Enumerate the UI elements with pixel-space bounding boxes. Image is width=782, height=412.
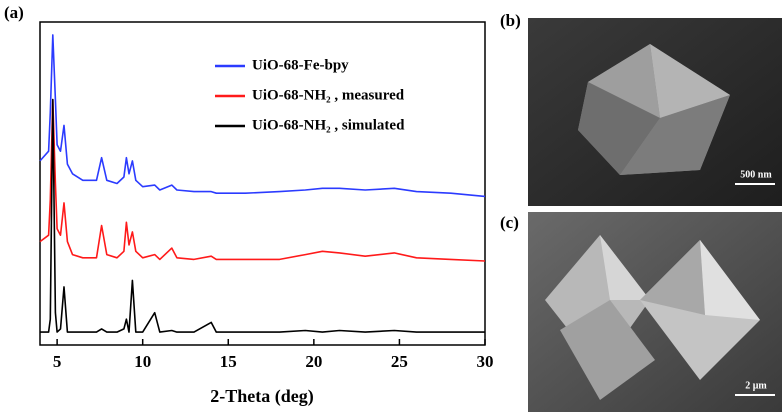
x-tick-label: 5 bbox=[53, 352, 62, 371]
legend-label: UiO-68-Fe-bpy bbox=[252, 57, 349, 73]
legend-label: UiO-68-NH₂ , measured bbox=[252, 87, 405, 103]
panel-label: (a) bbox=[4, 3, 24, 22]
x-tick-label: 20 bbox=[305, 352, 322, 371]
x-tick-label: 15 bbox=[220, 352, 237, 371]
x-tick-label: 30 bbox=[477, 352, 494, 371]
sem-image bbox=[528, 212, 782, 412]
scale-bar-label: 500 nm bbox=[740, 169, 772, 180]
plot-area: 5 10 15 20 25 30 UiO-68-Fe-bpy UiO-68-NH₂ , mea… bbox=[40, 35, 494, 371]
panel-label: (b) bbox=[500, 11, 521, 30]
x-axis-title: 2-Theta (deg) bbox=[210, 386, 313, 407]
figure: (a) 5 10 15 20 25 30 UiO-68-Fe-bpy UiO-68-NH₂ ,… bbox=[0, 0, 782, 412]
x-tick-label: 25 bbox=[391, 352, 408, 371]
scale-bar-label: 2 μm bbox=[745, 380, 767, 391]
legend-label: UiO-68-NH₂ , simulated bbox=[252, 117, 405, 133]
data-line bbox=[40, 100, 485, 333]
x-tick-label: 10 bbox=[134, 352, 151, 371]
panel-label: (c) bbox=[500, 213, 519, 232]
